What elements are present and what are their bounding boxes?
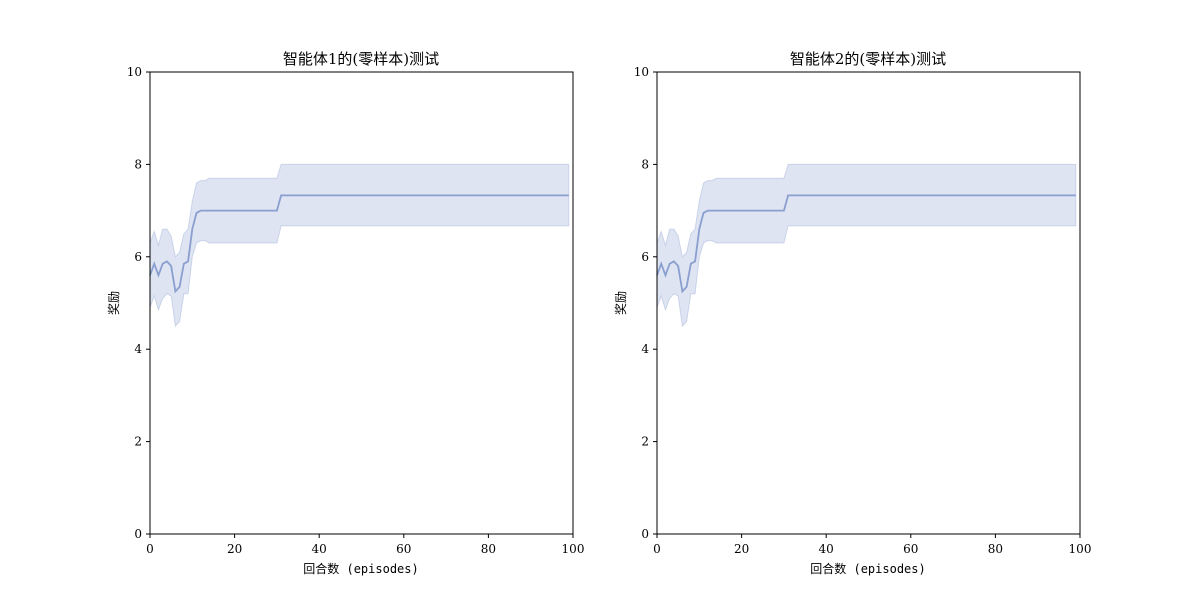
y-axis-label: 奖励 <box>614 291 628 315</box>
y-tick-label: 2 <box>641 435 649 449</box>
y-tick-label: 0 <box>134 527 142 541</box>
y-tick-label: 4 <box>641 342 649 356</box>
x-axis-label: 回合数 (episodes) <box>303 561 418 576</box>
x-tick-label: 100 <box>1069 542 1092 556</box>
x-tick-label: 80 <box>481 542 496 556</box>
chart-title: 智能体2的(零样本)测试 <box>790 50 946 68</box>
chart-title: 智能体1的(零样本)测试 <box>283 50 439 68</box>
mean-reward-line <box>149 194 569 294</box>
y-tick-label: 4 <box>134 342 142 356</box>
plot-frame <box>149 71 574 535</box>
x-tick-label: 0 <box>146 542 154 556</box>
x-tick-label: 60 <box>396 542 411 556</box>
y-tick-label: 2 <box>134 435 142 449</box>
y-tick-label: 8 <box>134 157 142 171</box>
x-tick-label: 20 <box>227 542 242 556</box>
y-axis-label: 奖励 <box>107 291 121 315</box>
x-axis-label: 回合数 (episodes) <box>810 561 925 576</box>
y-tick-label: 6 <box>134 250 142 264</box>
y-tick-label: 8 <box>641 157 649 171</box>
confidence-band <box>656 163 1077 328</box>
mean-reward-line <box>656 194 1076 294</box>
y-tick-label: 10 <box>634 65 649 79</box>
chart-panel-1: 智能体1的(零样本)测试 奖励 回合数 (episodes) 0 20 40 60 80… <box>107 50 584 576</box>
x-tick-label: 100 <box>562 542 585 556</box>
plot-area: 0 20 40 60 80 100 0 2 4 6 8 10 <box>127 65 585 556</box>
x-tick-label: 60 <box>903 542 918 556</box>
x-tick-label: 20 <box>734 542 749 556</box>
x-tick-label: 40 <box>312 542 327 556</box>
x-tick-label: 0 <box>653 542 661 556</box>
plot-area: 0 20 40 60 80 100 0 2 4 6 8 10 <box>634 65 1092 556</box>
x-tick-label: 40 <box>819 542 834 556</box>
chart-panel-2: 智能体2的(零样本)测试 奖励 回合数 (episodes) 0 20 40 60 80… <box>614 50 1091 576</box>
y-tick-label: 0 <box>641 527 649 541</box>
confidence-band <box>149 163 570 328</box>
y-tick-label: 6 <box>641 250 649 264</box>
x-tick-label: 80 <box>988 542 1003 556</box>
plot-frame <box>656 71 1081 535</box>
y-tick-label: 10 <box>127 65 142 79</box>
